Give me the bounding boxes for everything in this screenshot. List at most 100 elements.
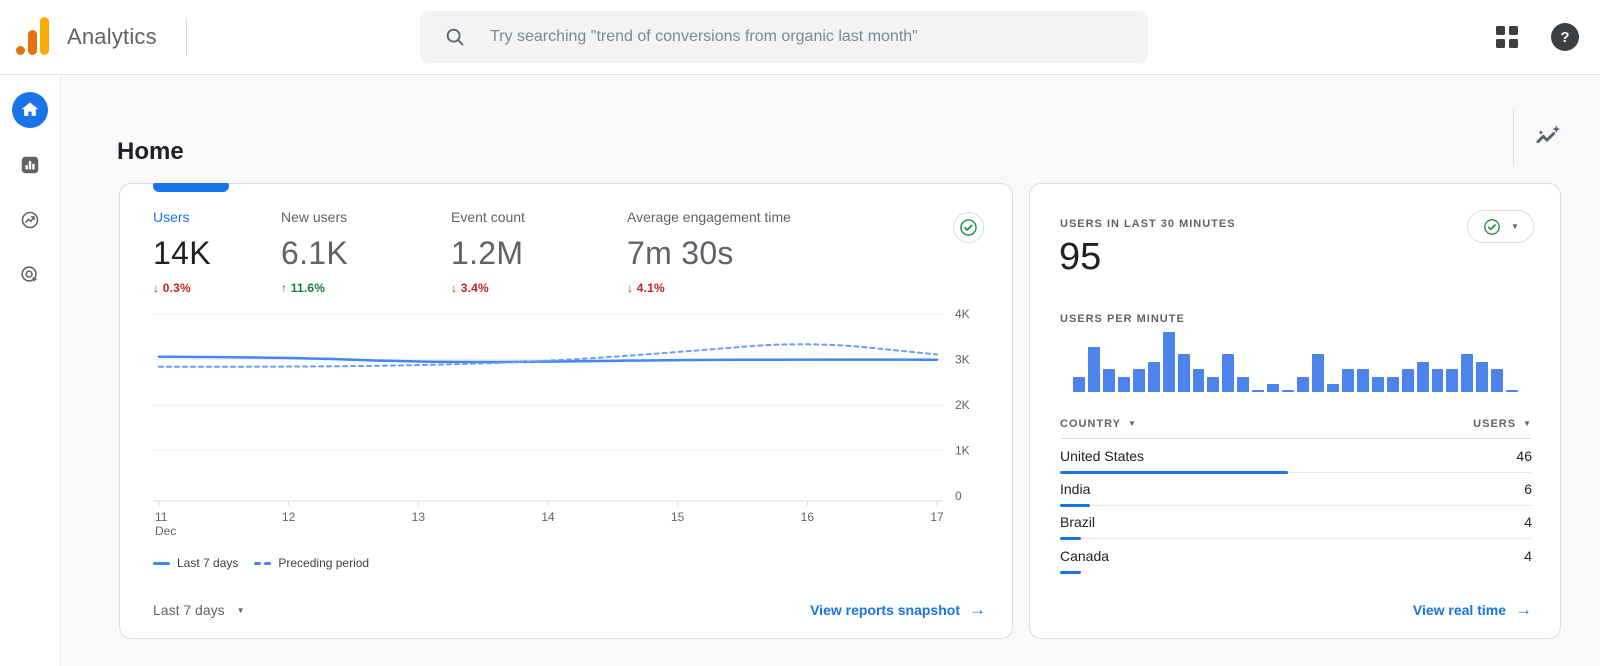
minute-bar — [1282, 390, 1295, 392]
search-icon — [446, 28, 464, 46]
column-label: COUNTRY — [1060, 417, 1121, 430]
apps-grid-icon[interactable] — [1496, 26, 1518, 48]
check-circle-icon — [1484, 218, 1500, 235]
metric-users[interactable]: Users 14K ↓ 0.3% — [153, 209, 281, 295]
metric-delta: ↓ 0.3% — [153, 281, 191, 295]
minute-bar — [1132, 369, 1145, 392]
metric-delta: ↓ 3.4% — [451, 281, 489, 295]
country-users-value: 46 — [1516, 448, 1532, 464]
metric-delta: ↓ 4.1% — [627, 281, 665, 295]
minute-bar — [1177, 354, 1190, 392]
metric-label: Users — [153, 209, 190, 225]
country-bar — [1060, 571, 1082, 574]
country-name: India — [1060, 481, 1091, 497]
analytics-logo-icon — [16, 16, 50, 57]
home-icon — [21, 102, 39, 116]
data-quality-badge[interactable] — [953, 212, 984, 243]
country-name: Brazil — [1060, 514, 1096, 530]
help-icon[interactable]: ? — [1551, 23, 1579, 51]
metric-delta: ↑ 11.6% — [281, 281, 326, 295]
link-label: View reports snapshot — [810, 602, 960, 618]
minute-bar — [1506, 390, 1519, 392]
chevron-down-icon: ▼ — [236, 605, 245, 615]
brand[interactable]: Analytics — [16, 16, 157, 57]
realtime-title: USERS IN LAST 30 MINUTES — [1060, 218, 1236, 230]
metric-value: 14K — [153, 235, 211, 271]
country-bar — [1060, 471, 1289, 474]
insights-sparkline-icon — [1536, 124, 1560, 143]
dashed-line-swatch-icon — [254, 561, 272, 565]
solid-line-swatch-icon — [153, 561, 170, 565]
realtime-card-footer: View real time → — [1413, 600, 1532, 620]
minute-bar — [1312, 354, 1324, 392]
carousel-tab-indicator[interactable] — [153, 183, 229, 192]
country-row: Canada 4 — [1060, 539, 1532, 574]
minute-bar — [1222, 354, 1235, 392]
overview-card: Users 14K ↓ 0.3% New users 6.1K ↑ 11.6% … — [119, 183, 1013, 639]
metric-avg-engagement-time[interactable]: Average engagement time 7m 30s ↓ 4.1% — [627, 209, 791, 295]
country-users-value: 4 — [1524, 547, 1532, 564]
country-row: United States 46 — [1060, 440, 1532, 474]
minute-bar — [1162, 332, 1175, 392]
insights-button[interactable] — [1529, 118, 1567, 156]
search-input[interactable] — [488, 27, 1138, 47]
x-tick-label: 12 — [282, 510, 296, 524]
country-column-sort[interactable]: COUNTRY ▼ — [1060, 418, 1137, 430]
x-axis-month-label: Dec — [155, 524, 176, 538]
y-tick-label: 2K — [955, 398, 970, 412]
sidebar-item-explore[interactable] — [12, 202, 48, 238]
users-per-minute-title: USERS PER MINUTE — [1060, 313, 1185, 325]
y-tick-label: 4K — [955, 307, 970, 321]
realtime-table-header: COUNTRY ▼ USERS ▼ — [1060, 409, 1532, 439]
view-real-time-link[interactable]: View real time → — [1413, 600, 1532, 620]
advertising-target-icon — [21, 266, 38, 283]
search-bar[interactable] — [420, 11, 1148, 63]
minute-bar — [1386, 377, 1399, 392]
y-tick-label: 0 — [955, 489, 962, 503]
x-tick-label: 13 — [412, 510, 426, 524]
metric-event-count[interactable]: Event count 1.2M ↓ 3.4% — [451, 209, 627, 295]
y-tick-label: 1K — [955, 444, 970, 458]
check-circle-icon — [960, 219, 977, 236]
page-title: Home — [117, 138, 184, 166]
country-bar — [1060, 504, 1090, 507]
users-per-minute-bar-chart — [1073, 330, 1519, 392]
chart-legend: Last 7 days Preceding period — [153, 556, 369, 570]
country-bar — [1060, 537, 1082, 540]
minute-bar — [1237, 377, 1250, 392]
minute-bar — [1147, 362, 1160, 392]
x-tick-label: 15 — [671, 510, 685, 524]
arrow-right-icon: → — [969, 600, 986, 619]
realtime-status-dropdown[interactable]: ▼ — [1467, 210, 1534, 243]
view-reports-snapshot-link[interactable]: View reports snapshot → — [810, 600, 986, 620]
legend-label: Preceding period — [278, 556, 370, 570]
topbar: Analytics ? — [0, 0, 1600, 75]
minute-bar — [1461, 354, 1474, 392]
minute-bar — [1192, 369, 1205, 392]
minute-bar — [1446, 369, 1459, 392]
minute-bar — [1117, 377, 1130, 392]
sidebar-item-reports[interactable] — [12, 147, 48, 183]
minute-bar — [1491, 369, 1504, 392]
metric-value: 1.2M — [451, 235, 524, 271]
country-name: Canada — [1060, 547, 1110, 564]
metric-label: Event count — [451, 209, 525, 225]
sidebar-item-advertising[interactable] — [12, 257, 48, 293]
explore-icon — [21, 211, 39, 229]
chevron-down-icon: ▼ — [1511, 222, 1519, 231]
country-row: India 6 — [1060, 473, 1532, 507]
country-row: Brazil 4 — [1060, 506, 1532, 540]
line-series-preceding-period — [158, 343, 938, 368]
date-range-selector[interactable]: Last 7 days ▼ — [153, 602, 245, 618]
date-range-value: Last 7 days — [153, 602, 225, 618]
metric-new-users[interactable]: New users 6.1K ↑ 11.6% — [281, 209, 451, 295]
minute-bar — [1252, 390, 1265, 392]
country-name: United States — [1060, 448, 1145, 464]
minute-bar — [1341, 369, 1354, 392]
minute-bar — [1356, 369, 1369, 392]
legend-label: Last 7 days — [177, 556, 239, 570]
legend-item-preceding-period: Preceding period — [254, 556, 369, 570]
sidebar-item-home[interactable] — [12, 92, 48, 128]
users-column-sort[interactable]: USERS ▼ — [1473, 418, 1532, 430]
x-tick-label: 11 — [155, 510, 168, 524]
